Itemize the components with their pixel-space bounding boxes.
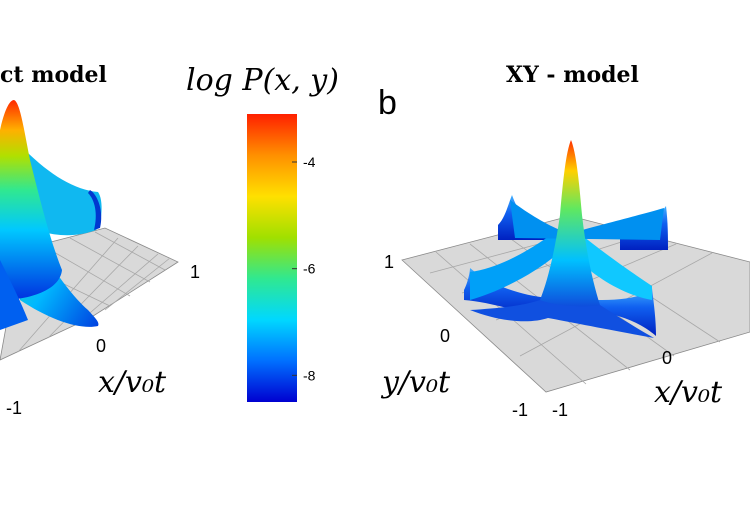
left-surface-peak: [0, 100, 62, 300]
left-surface-left-slope: [0, 260, 28, 330]
right-surface-peak-front: [470, 300, 654, 338]
colorbar-ticks: -4 -6 -8: [292, 154, 316, 383]
colorbar: log P(x, y) -4 -6 -8: [186, 63, 339, 402]
right-y-tick-minus1: -1: [512, 400, 528, 420]
right-x-axis-label: x/v₀t: [654, 375, 723, 410]
left-x-tick-1: 1: [190, 262, 200, 282]
colorbar-tick-label: -4: [303, 154, 316, 170]
colorbar-label: log P(x, y): [186, 63, 339, 98]
left-surface-arm-y-edge: [88, 190, 102, 230]
right-x-tick-minus1: -1: [552, 400, 568, 420]
right-front-wall-right: [590, 288, 656, 336]
colorbar-tick-label: -8: [303, 367, 316, 383]
panel-right: b XY - model 1 0 0 -1 -1: [378, 62, 750, 420]
right-ridge-left: [470, 232, 562, 300]
right-y-tick-1: 1: [384, 252, 394, 272]
panel-letter-b: b: [378, 84, 397, 122]
panel-left: ct model 1 0 -1 x/v₀t: [0, 62, 200, 418]
left-x-axis-label: x/v₀t: [98, 365, 167, 400]
left-x-tick-0: 0: [96, 336, 106, 356]
right-x-tick-0: 0: [662, 348, 672, 368]
left-x-tick-minus1: -1: [6, 398, 22, 418]
right-ridge-back: [510, 200, 664, 240]
right-panel-title: XY - model: [506, 62, 639, 88]
colorbar-bar: [247, 114, 297, 402]
left-surface-arm-x: [20, 210, 99, 327]
right-y-axis-label: y/v₀t: [380, 365, 451, 400]
right-y-tick-0: 0: [440, 326, 450, 346]
colorbar-tick-label: -6: [303, 261, 316, 277]
right-surface-peak: [540, 140, 600, 312]
left-panel-title: ct model: [0, 62, 107, 88]
right-ridge-right: [578, 232, 652, 300]
